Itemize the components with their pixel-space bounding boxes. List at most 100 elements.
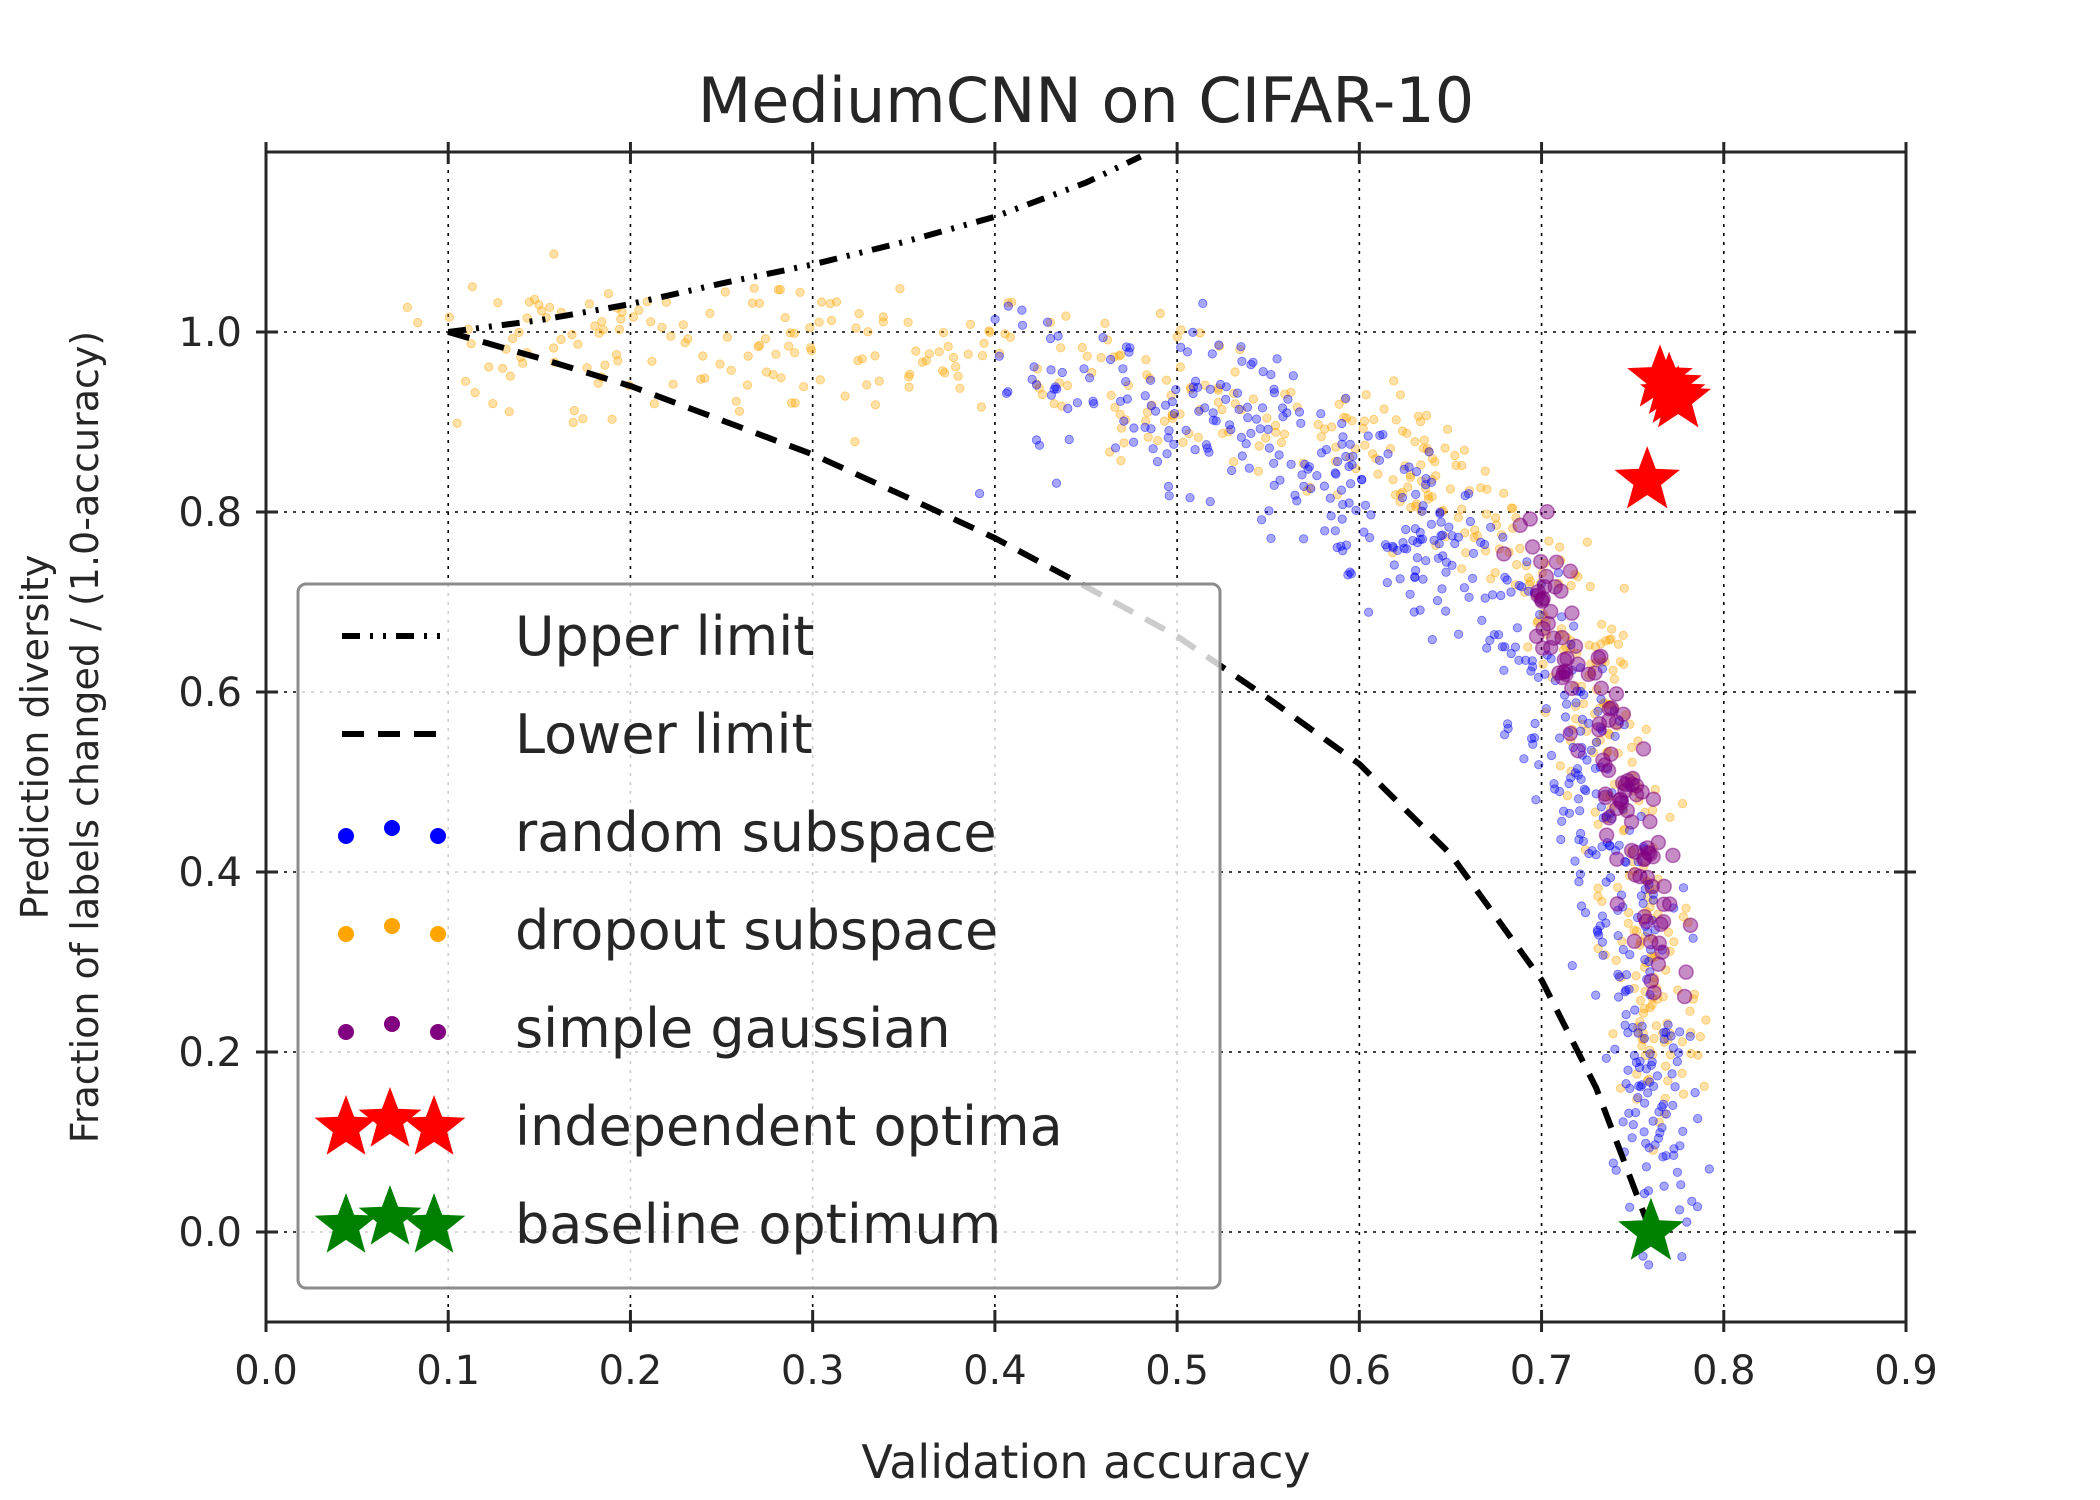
gaussian-point: [1665, 847, 1681, 864]
legend-item-random: random subspace: [338, 801, 997, 864]
x-axis-label: Validation accuracy: [861, 1435, 1310, 1489]
dropout-point: [600, 360, 610, 370]
legend-item-baseline: baseline optimum: [314, 1185, 1001, 1256]
random-point: [994, 351, 1004, 361]
dropout-point: [1624, 907, 1634, 918]
dropout-point: [1229, 457, 1239, 467]
random-point: [1549, 779, 1559, 789]
random-point: [1375, 430, 1385, 440]
dropout-point: [1077, 342, 1087, 353]
dropout-point: [1385, 443, 1396, 454]
dropout-point: [1665, 812, 1675, 822]
gaussian-point: [1624, 770, 1641, 787]
random-point: [1592, 737, 1602, 747]
dropout-point: [1358, 423, 1368, 433]
dropout-point: [1410, 436, 1420, 447]
random-point: [1288, 371, 1298, 381]
dropout-point: [696, 374, 706, 384]
random-point: [1555, 733, 1565, 743]
random-point: [1244, 463, 1254, 473]
dropout-point: [534, 300, 544, 310]
gaussian-point: [1564, 605, 1580, 621]
random-point: [1207, 349, 1217, 359]
dropout-point: [1406, 502, 1416, 513]
random-point: [1057, 367, 1067, 378]
dropout-point: [1623, 918, 1633, 928]
dropout-point: [754, 298, 765, 308]
dropout-point: [955, 383, 965, 393]
dropout-point: [1453, 512, 1463, 523]
dropout-point: [1619, 583, 1629, 593]
dropout-point: [1045, 317, 1056, 327]
gaussian-point: [1640, 845, 1657, 861]
dropout-point: [568, 417, 578, 428]
dropout-point: [698, 351, 708, 361]
x-tick-label: 0.9: [1874, 1348, 1938, 1394]
random-point: [1692, 1202, 1703, 1212]
dropout-point: [1450, 450, 1460, 461]
random-point: [1182, 347, 1193, 357]
random-point: [1564, 778, 1574, 789]
random-point: [1405, 589, 1415, 599]
dropout-point: [1658, 1028, 1668, 1038]
gaussian-point: [1642, 813, 1658, 830]
dropout-point: [1677, 1037, 1688, 1047]
random-point: [1198, 298, 1208, 308]
random-point: [1146, 424, 1156, 434]
gaussian-point: [1609, 851, 1625, 867]
dropout-point: [1395, 390, 1406, 400]
random-point: [1382, 577, 1392, 588]
gaussian-point: [1559, 650, 1575, 667]
dropout-point: [1523, 642, 1533, 652]
random-point: [1392, 545, 1403, 556]
dropout-point: [963, 349, 973, 359]
dropout-point: [1677, 1068, 1687, 1079]
dropout-point: [904, 382, 914, 392]
dropout-point: [1648, 805, 1658, 815]
legend-swatch-dropout: [384, 918, 400, 934]
random-point: [1148, 444, 1158, 454]
dropout-point: [1538, 659, 1548, 669]
dropout-point: [1368, 449, 1378, 459]
dropout-point: [1508, 503, 1518, 513]
dropout-point: [444, 312, 454, 322]
random-point: [1292, 496, 1302, 506]
gaussian-point: [1593, 680, 1610, 696]
dropout-point: [567, 329, 577, 340]
random-point: [1085, 373, 1095, 383]
random-point: [1521, 655, 1531, 665]
random-point: [1669, 1150, 1679, 1161]
dropout-point: [597, 317, 607, 327]
dropout-point: [1373, 469, 1383, 479]
random-point: [1564, 727, 1574, 737]
gaussian-point: [1562, 563, 1579, 580]
random-point: [1119, 416, 1129, 426]
random-point: [1296, 418, 1306, 428]
dropout-point: [911, 346, 921, 356]
dropout-point: [994, 348, 1005, 358]
dropout-point: [1470, 525, 1480, 535]
gaussian-point: [1555, 664, 1572, 681]
dropout-point: [1100, 318, 1110, 328]
random-point: [1575, 869, 1586, 879]
random-point: [1652, 1071, 1663, 1081]
random-point: [1562, 699, 1572, 709]
gaussian-point: [1539, 504, 1555, 520]
legend-swatch-independent: [314, 1095, 378, 1155]
random-point: [1389, 560, 1399, 570]
dropout-point: [720, 287, 730, 297]
random-point: [1333, 456, 1343, 467]
dropout-point: [634, 305, 644, 315]
random-point: [1330, 526, 1340, 536]
random-point: [1269, 480, 1279, 490]
dropout-point: [825, 298, 835, 309]
dropout-point: [805, 343, 816, 353]
random-point: [1682, 1217, 1692, 1227]
random-point: [1275, 475, 1285, 485]
dropout-point: [1320, 424, 1330, 434]
random-point: [1237, 451, 1247, 461]
random-point: [1110, 443, 1121, 453]
random-point: [1272, 354, 1282, 364]
random-point: [1432, 595, 1443, 606]
x-tick-label: 0.7: [1510, 1348, 1574, 1394]
